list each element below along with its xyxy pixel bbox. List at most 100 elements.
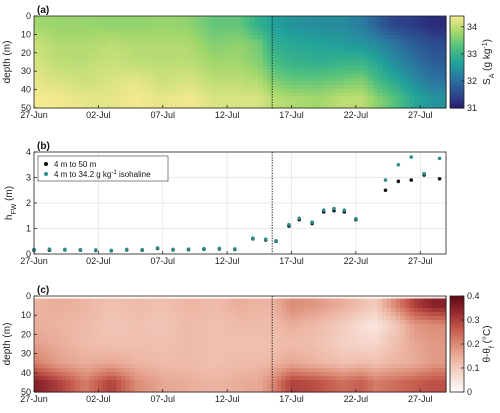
heatmap-cell <box>386 368 392 373</box>
heatmap-cell <box>427 336 433 341</box>
heatmap-cell <box>125 46 131 52</box>
heatmap-cell <box>175 332 182 337</box>
heatmap-cell <box>93 19 99 25</box>
heatmap-cell <box>432 376 438 381</box>
heatmap-cell <box>317 104 323 109</box>
heatmap-cell <box>262 304 269 309</box>
heatmap-cell <box>345 320 351 325</box>
heatmap-cell <box>409 23 415 29</box>
heatmap-cell <box>120 308 127 313</box>
heatmap-cell <box>427 73 433 78</box>
heatmap-cell <box>249 19 255 25</box>
heatmap-cell <box>189 19 195 25</box>
heatmap-cell <box>207 39 214 44</box>
heatmap-cell <box>98 380 104 385</box>
heatmap-cell <box>372 104 378 109</box>
heatmap-cell <box>294 348 301 353</box>
data-point <box>396 179 401 184</box>
heatmap-cell <box>61 54 67 59</box>
heatmap-cell <box>153 364 159 369</box>
heatmap-cell <box>166 368 172 373</box>
heatmap-cell <box>98 58 104 63</box>
heatmap-cell <box>363 376 369 381</box>
heatmap-cell <box>79 344 85 349</box>
heatmap-cell <box>93 380 99 385</box>
heatmap-cell <box>66 27 72 32</box>
colorbar-step <box>450 305 464 309</box>
colorbar-step <box>450 39 464 42</box>
heatmap-cell <box>43 372 49 377</box>
heatmap-cell <box>120 62 127 67</box>
heatmap-cell <box>79 81 85 86</box>
heatmap-cell <box>409 352 415 357</box>
heatmap-cell <box>230 39 237 44</box>
heatmap-cell <box>116 316 122 321</box>
heatmap-cell <box>331 50 337 55</box>
heatmap-cell <box>162 312 168 317</box>
heatmap-cell <box>262 312 269 317</box>
heatmap-cell <box>368 58 374 63</box>
heatmap-cell <box>61 100 67 105</box>
heatmap-cell <box>34 62 40 67</box>
heatmap-cell <box>107 62 113 67</box>
heatmap-cell <box>153 104 159 109</box>
heatmap-cell <box>194 308 200 313</box>
heatmap-cell <box>400 65 406 71</box>
heatmap-cell <box>93 69 99 75</box>
heatmap-cell <box>304 92 310 98</box>
heatmap-cell <box>153 39 159 44</box>
heatmap-cell <box>294 312 301 317</box>
heatmap-cell <box>404 46 410 52</box>
heatmap-cell <box>153 58 159 63</box>
heatmap-cell <box>235 35 241 40</box>
heatmap-cell <box>363 81 369 86</box>
heatmap-cell <box>249 88 255 94</box>
heatmap-cell <box>441 360 447 365</box>
heatmap-cell <box>294 316 301 321</box>
heatmap-cell <box>180 320 186 325</box>
heatmap-cell <box>345 88 351 94</box>
heatmap-cell <box>391 384 397 389</box>
heatmap-cell <box>235 364 241 369</box>
heatmap-cell <box>345 324 351 329</box>
heatmap-cell <box>88 340 95 345</box>
heatmap-cell <box>427 69 433 75</box>
heatmap-cell <box>98 348 104 353</box>
heatmap-cell <box>432 368 438 373</box>
heatmap-cell <box>98 85 104 90</box>
heatmap-cell <box>175 360 182 365</box>
heatmap-cell <box>427 328 433 333</box>
heatmap-cell <box>139 380 145 385</box>
heatmap-cell <box>111 23 117 29</box>
heatmap-cell <box>368 92 374 98</box>
heatmap-cell <box>88 324 95 329</box>
heatmap-cell <box>409 344 415 349</box>
heatmap-cell <box>34 376 40 381</box>
heatmap-cell <box>34 27 40 32</box>
heatmap-cell <box>249 380 255 385</box>
heatmap-cell <box>180 100 186 105</box>
heatmap-cell <box>304 88 310 94</box>
heatmap-cell <box>404 35 410 40</box>
heatmap-cell <box>34 65 40 71</box>
heatmap-cell <box>240 360 246 365</box>
heatmap-cell <box>326 380 333 385</box>
heatmap-cell <box>427 23 433 29</box>
heatmap-cell <box>304 19 310 25</box>
heatmap-cell <box>409 316 415 321</box>
heatmap-cell <box>436 304 443 309</box>
heatmap-cell <box>244 16 250 21</box>
colorbar-step <box>450 45 464 49</box>
heatmap-cell <box>290 85 296 90</box>
heatmap-cell <box>79 364 85 369</box>
heatmap-cell <box>75 340 81 345</box>
heatmap-cell <box>198 27 204 32</box>
heatmap-cell <box>240 308 246 313</box>
heatmap-cell <box>217 88 223 94</box>
heatmap-cell <box>281 340 287 345</box>
heatmap-cell <box>88 58 95 63</box>
heatmap-cell <box>294 356 301 361</box>
heatmap-cell <box>189 348 195 353</box>
heatmap-cell <box>244 364 250 369</box>
heatmap-cell <box>84 364 90 369</box>
